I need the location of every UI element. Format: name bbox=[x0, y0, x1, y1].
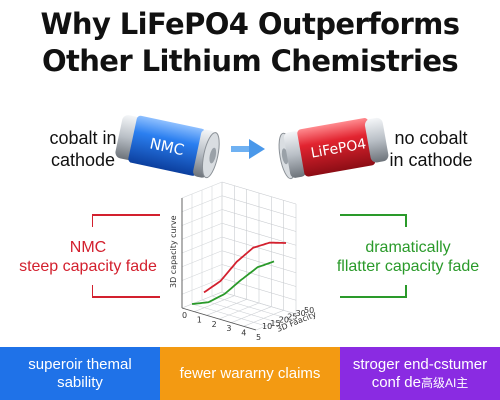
side-tick-label: 20 bbox=[279, 316, 289, 325]
side-tick-label: 25 bbox=[287, 312, 297, 321]
cobalt-note-line-1: cobalt in bbox=[49, 128, 117, 148]
right-bracket-icon bbox=[340, 214, 407, 298]
customer-confidence-banner: stroger end-cstumer conf de高级AI主 bbox=[340, 347, 500, 400]
lifepo4-fade-line-2: fllatter capacity fade bbox=[336, 258, 480, 275]
title-line-1: Why LiFePO4 Outperforms bbox=[40, 7, 461, 41]
thermal-stability-text: superoir themal sability bbox=[28, 355, 132, 391]
title-line-2: Other Lithium Chemistries bbox=[41, 44, 459, 78]
nmc-fade-line-2: steep capacity fade bbox=[19, 258, 157, 275]
y-axis-label: 3D capacity curve bbox=[169, 215, 178, 288]
side-tick-label: 50 bbox=[304, 306, 314, 315]
nmc-battery-icon: NMC bbox=[115, 115, 220, 179]
nmc-fade-line-1: NMC bbox=[69, 239, 107, 256]
side-tick-label: 10 bbox=[262, 322, 272, 331]
no-cobalt-note: no cobalt in cathode bbox=[376, 127, 486, 171]
front-tick-label: 0 bbox=[182, 311, 187, 320]
warranty-claims-text: fewer wararny claims bbox=[179, 364, 321, 382]
front-tick-label: 5 bbox=[256, 333, 261, 340]
chart-grid bbox=[181, 181, 297, 331]
left-bracket-icon bbox=[92, 214, 160, 298]
lifepo4-fade-line-1: dramatically bbox=[365, 239, 451, 256]
no-cobalt-note-line-1: no cobalt bbox=[394, 128, 468, 148]
thermal-stability-banner: superoir themal sability bbox=[0, 347, 160, 400]
customer-confidence-text: stroger end-cstumer conf de高级AI主 bbox=[346, 356, 494, 392]
front-tick-label: 3 bbox=[226, 324, 231, 333]
customer-confidence-main: stroger end-cstumer conf de bbox=[352, 355, 488, 391]
watermark-text: 高级AI主 bbox=[420, 375, 469, 390]
front-tick-label: 4 bbox=[241, 329, 246, 338]
side-tick-label: 15 bbox=[270, 319, 280, 328]
warranty-claims-banner: fewer wararny claims bbox=[160, 347, 340, 400]
front-tick-label: 2 bbox=[212, 320, 217, 329]
front-tick-label: 1 bbox=[197, 315, 202, 324]
nmc-fade-callout: NMC steep capacity fade bbox=[8, 238, 168, 276]
side-tick-label: 30 bbox=[296, 309, 306, 318]
nmc-curve bbox=[203, 241, 286, 294]
lifepo4-fade-callout: dramatically fllatter capacity fade bbox=[318, 238, 498, 276]
cobalt-note: cobalt in cathode bbox=[28, 127, 138, 171]
cobalt-note-line-2: cathode bbox=[50, 150, 116, 170]
lifepo4-battery-icon: LiFePO4 bbox=[278, 117, 389, 180]
page-title: Why LiFePO4 Outperforms Other Lithium Ch… bbox=[0, 6, 500, 80]
chart-curves bbox=[191, 241, 286, 305]
right-arrow-icon bbox=[231, 139, 265, 159]
lifepo4-curve bbox=[191, 260, 275, 305]
no-cobalt-note-line-2: in cathode bbox=[389, 150, 473, 170]
